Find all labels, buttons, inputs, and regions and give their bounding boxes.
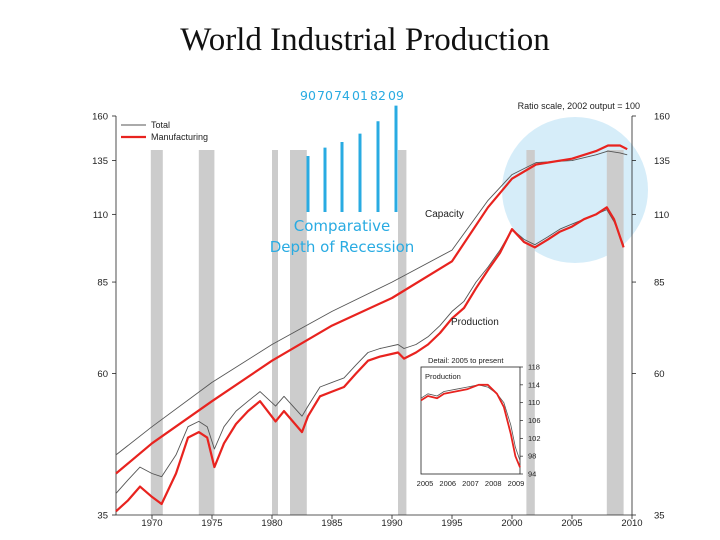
- depth-bar-label-70: 70: [317, 88, 333, 103]
- depth-bar-label-01: 01: [352, 88, 368, 103]
- y-tick-label-right-135: 135: [654, 156, 670, 167]
- slide-title: World Industrial Production: [180, 22, 550, 58]
- depth-title-line-1: Comparative: [294, 217, 391, 235]
- y-tick-label-left-135: 135: [92, 156, 108, 167]
- y-tick-label-right-110: 110: [654, 210, 669, 221]
- recession-band-3: [272, 150, 278, 515]
- recession-band-4: [290, 150, 307, 515]
- x-tick-label-1975: 1975: [201, 518, 222, 529]
- x-tick-label-1990: 1990: [381, 518, 402, 529]
- y-tick-label-right-60: 60: [654, 369, 665, 380]
- inset-x-tick-label-2005: 2005: [417, 479, 434, 488]
- recession-band-6: [526, 150, 535, 515]
- series-line-production-total: [115, 209, 625, 494]
- series-line-production-manufacturing: [115, 206, 625, 513]
- recession-band-5: [398, 150, 407, 515]
- inset-y-tick-label-114: 114: [528, 380, 540, 389]
- depth-bar-label-74: 74: [334, 88, 350, 103]
- y-tick-label-left-110: 110: [93, 210, 108, 221]
- y-tick-label-right-85: 85: [654, 278, 665, 289]
- series-line-capacity-manufacturing: [115, 144, 628, 475]
- inset-series-line-manufacturing: [420, 383, 521, 468]
- inset-x-tick-label-2008: 2008: [485, 479, 502, 488]
- depth-bar-label-09: 09: [388, 88, 404, 103]
- y-tick-label-left-160: 160: [92, 112, 108, 123]
- inset-series-label: Production: [425, 372, 461, 381]
- depth-bar-label-90: 90: [300, 88, 316, 103]
- depth-bar-label-82: 82: [370, 88, 386, 103]
- depth-title-line-2: Depth of Recession: [270, 238, 415, 256]
- inset-y-tick-label-98: 98: [528, 452, 536, 461]
- x-tick-label-2010: 2010: [621, 518, 642, 529]
- x-tick-label-1995: 1995: [441, 518, 462, 529]
- inset-frame: [420, 366, 521, 475]
- series-line-capacity-total: [115, 150, 628, 456]
- inset-y-tick-label-94: 94: [528, 470, 536, 479]
- legend-label-manufacturing: Manufacturing: [151, 132, 208, 142]
- inset-y-tick-label-118: 118: [528, 363, 540, 372]
- x-tick-label-1970: 1970: [141, 518, 162, 529]
- chart-note: Ratio scale, 2002 output = 100: [518, 101, 640, 111]
- legend-label-total: Total: [151, 120, 170, 130]
- inset-x-tick-label-2009: 2009: [508, 479, 525, 488]
- y-tick-label-right-160: 160: [654, 112, 670, 123]
- recession-band-1: [150, 150, 163, 515]
- y-tick-label-left-60: 60: [97, 369, 108, 380]
- inset-x-tick-label-2006: 2006: [439, 479, 456, 488]
- label-capacity: Capacity: [425, 209, 464, 220]
- inset-title: Detail: 2005 to present: [428, 356, 504, 365]
- inset-y-tick-label-106: 106: [528, 416, 541, 425]
- label-production: Production: [451, 317, 499, 328]
- y-tick-label-right-35: 35: [654, 511, 665, 522]
- y-tick-label-left-85: 85: [97, 278, 108, 289]
- x-tick-label-2005: 2005: [561, 518, 582, 529]
- inset-y-tick-label-110: 110: [528, 398, 540, 407]
- x-tick-label-1980: 1980: [261, 518, 282, 529]
- y-tick-label-left-35: 35: [97, 511, 108, 522]
- inset-x-tick-label-2007: 2007: [462, 479, 479, 488]
- recession-band-7: [606, 150, 624, 515]
- x-tick-label-1985: 1985: [321, 518, 342, 529]
- x-tick-label-2000: 2000: [501, 518, 522, 529]
- inset-y-tick-label-102: 102: [528, 434, 541, 443]
